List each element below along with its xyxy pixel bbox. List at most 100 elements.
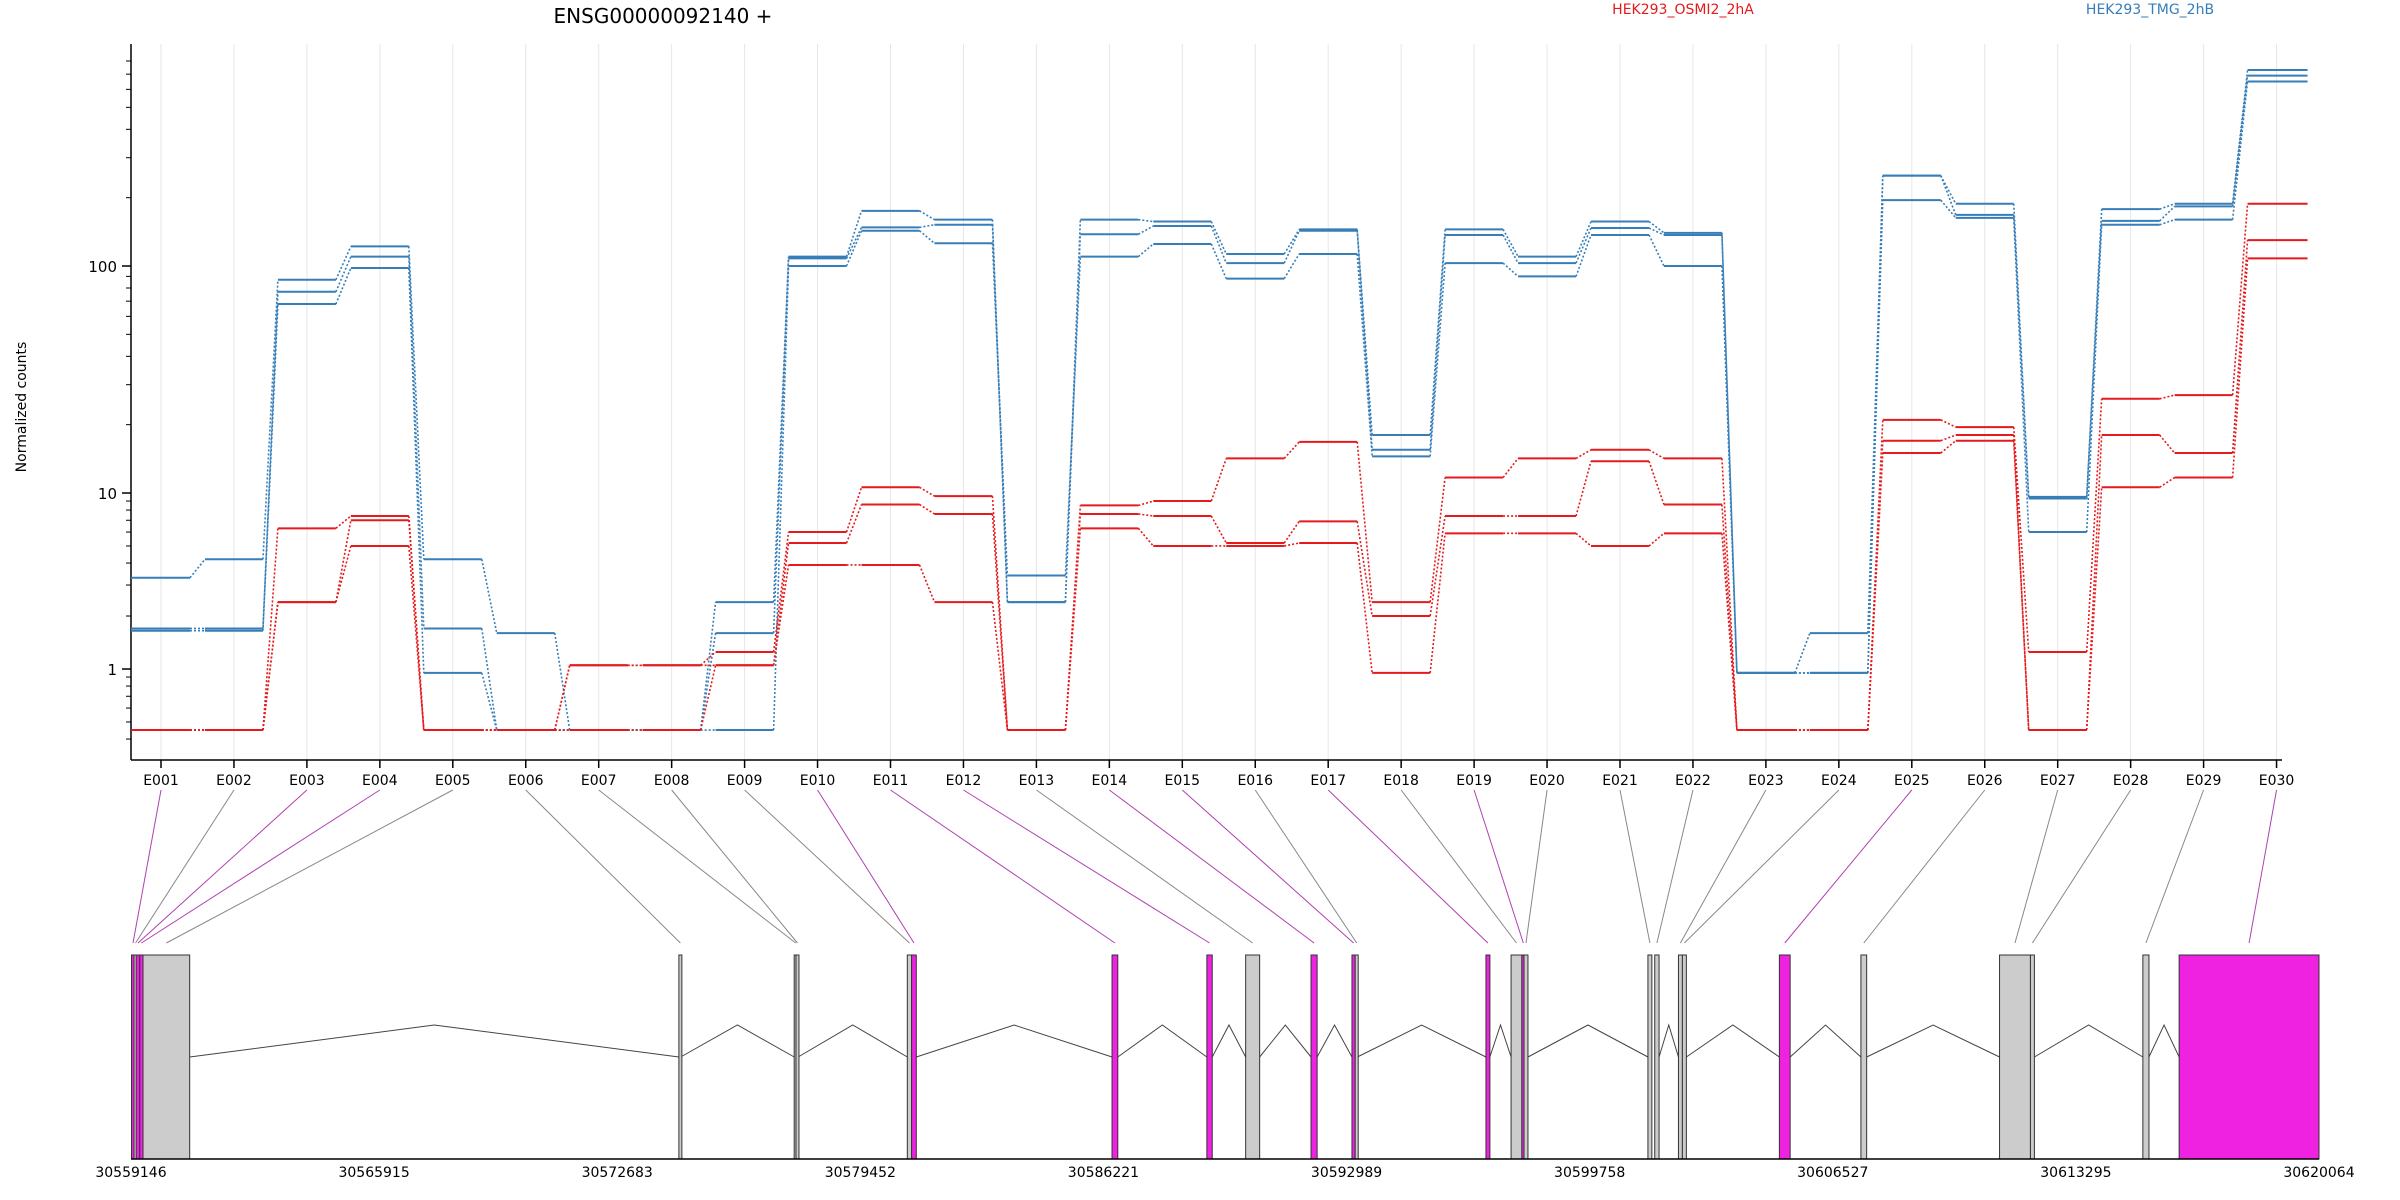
series-transition	[1721, 234, 1738, 673]
exon-box-E012	[1206, 954, 1213, 1160]
intron-line	[1489, 1023, 1512, 1058]
series-transition	[1064, 528, 1082, 731]
intron-line	[680, 1024, 795, 1058]
series-transition	[1138, 513, 1154, 517]
series-6	[131, 257, 2308, 732]
series-transition	[1648, 220, 1665, 234]
x-tick-label: E013	[1019, 773, 1055, 789]
genome-coordinate-label: 30586221	[1068, 1165, 1139, 1181]
series-transition	[2012, 427, 2030, 652]
x-tick-label: E023	[1748, 773, 1784, 789]
series-transition	[335, 267, 352, 305]
series-transition	[1575, 461, 1592, 517]
series-layer	[131, 69, 2308, 732]
series-transition	[262, 303, 279, 631]
exon-connector	[166, 789, 454, 944]
exon-box-E013	[1245, 954, 1261, 1160]
x-tick-label: E020	[1529, 773, 1565, 789]
exon-connector-layer	[132, 789, 2278, 944]
series-transition	[991, 243, 1009, 576]
x-tick-label: E026	[1967, 773, 2003, 789]
exon-box-E022	[1654, 954, 1660, 1160]
x-tick-label: E002	[216, 773, 252, 789]
series-transition	[1210, 225, 1227, 264]
series-transition	[1064, 256, 1082, 576]
genome-coordinate-label: 30572683	[582, 1165, 653, 1181]
series-transition	[1648, 449, 1665, 460]
exon-connector	[2248, 789, 2278, 944]
intron-line	[1686, 1024, 1780, 1058]
series-transition	[1940, 419, 1957, 428]
exon-connector	[1784, 789, 1913, 944]
series-transition	[1940, 434, 1957, 442]
exon-connector	[963, 789, 1210, 944]
series-transition	[845, 504, 863, 544]
series-transition	[481, 559, 498, 634]
series-transition	[2159, 218, 2175, 226]
series-transition	[919, 210, 935, 221]
series-transition	[1283, 253, 1300, 280]
x-tick-label: E004	[362, 773, 398, 789]
legend-label-tmg: HEK293_TMG_2hB	[2086, 2, 2214, 18]
series-transition	[1575, 532, 1592, 547]
series-transition	[1502, 457, 1519, 479]
series-transition	[1502, 262, 1519, 277]
x-tick-label: E021	[1602, 773, 1638, 789]
exon-connector	[525, 789, 681, 944]
series-transition	[1283, 228, 1300, 255]
x-tick-label: E012	[946, 773, 982, 789]
series-transition	[408, 267, 425, 673]
genome-coordinate-label: 30592989	[1311, 1165, 1382, 1181]
exon-box-E028	[2029, 954, 2035, 1160]
exon-connector	[2014, 789, 2059, 944]
exon-box-E008	[795, 954, 800, 1160]
series-transition	[1137, 243, 1154, 258]
exon-connector	[1684, 789, 1840, 944]
series-transition	[2085, 487, 2103, 731]
x-axis-ticks: E001 E002 E003 E004 E005 E006 E007 E008 E009 E010…	[143, 760, 2294, 789]
exon-connector	[1525, 789, 1548, 944]
intron-line	[1527, 1024, 1649, 1058]
exon-connector	[135, 789, 235, 944]
series-transition	[1283, 230, 1300, 264]
series-transition	[481, 672, 498, 731]
series-transition	[2012, 440, 2030, 731]
x-tick-label: E028	[2113, 773, 2149, 789]
x-tick-label: E025	[1894, 773, 1930, 789]
exon-connector	[137, 789, 308, 944]
genome-coordinate-label: 30579452	[825, 1165, 896, 1181]
intron-line	[1211, 1023, 1247, 1058]
x-tick-label: E015	[1165, 773, 1201, 789]
series-transition	[2159, 205, 2176, 222]
series-transition	[919, 486, 935, 497]
series-transition	[1648, 227, 1665, 236]
series-transition	[408, 545, 425, 731]
intron-line	[1866, 1024, 2000, 1058]
x-tick-label: E016	[1237, 773, 1273, 789]
series-transition	[919, 223, 935, 229]
exon-box-E003	[135, 954, 141, 1160]
series-transition	[1356, 253, 1373, 457]
x-tick-label: E029	[2186, 773, 2222, 789]
x-tick-label: E017	[1310, 773, 1346, 789]
series-transition	[2231, 75, 2249, 207]
exon-connector	[1400, 789, 1517, 944]
exon-connector	[141, 789, 381, 944]
series-transition	[919, 503, 935, 515]
series-transition	[772, 564, 790, 666]
exon-connector	[671, 789, 798, 944]
x-tick-label: E009	[727, 773, 763, 789]
exon-connector	[132, 789, 162, 944]
exon-box-E024	[1681, 954, 1687, 1160]
series-transition	[1575, 234, 1592, 277]
intron-line	[1658, 1023, 1679, 1058]
series-transition	[1648, 532, 1665, 547]
series-transition	[262, 528, 279, 731]
x-tick-label: E022	[1675, 773, 1711, 789]
series-transition	[335, 515, 352, 529]
series-transition	[481, 628, 498, 731]
exon-box-E025	[1778, 954, 1791, 1160]
x-tick-label: E014	[1092, 773, 1128, 789]
series-transition	[1138, 500, 1154, 507]
series-transition	[1429, 515, 1446, 617]
